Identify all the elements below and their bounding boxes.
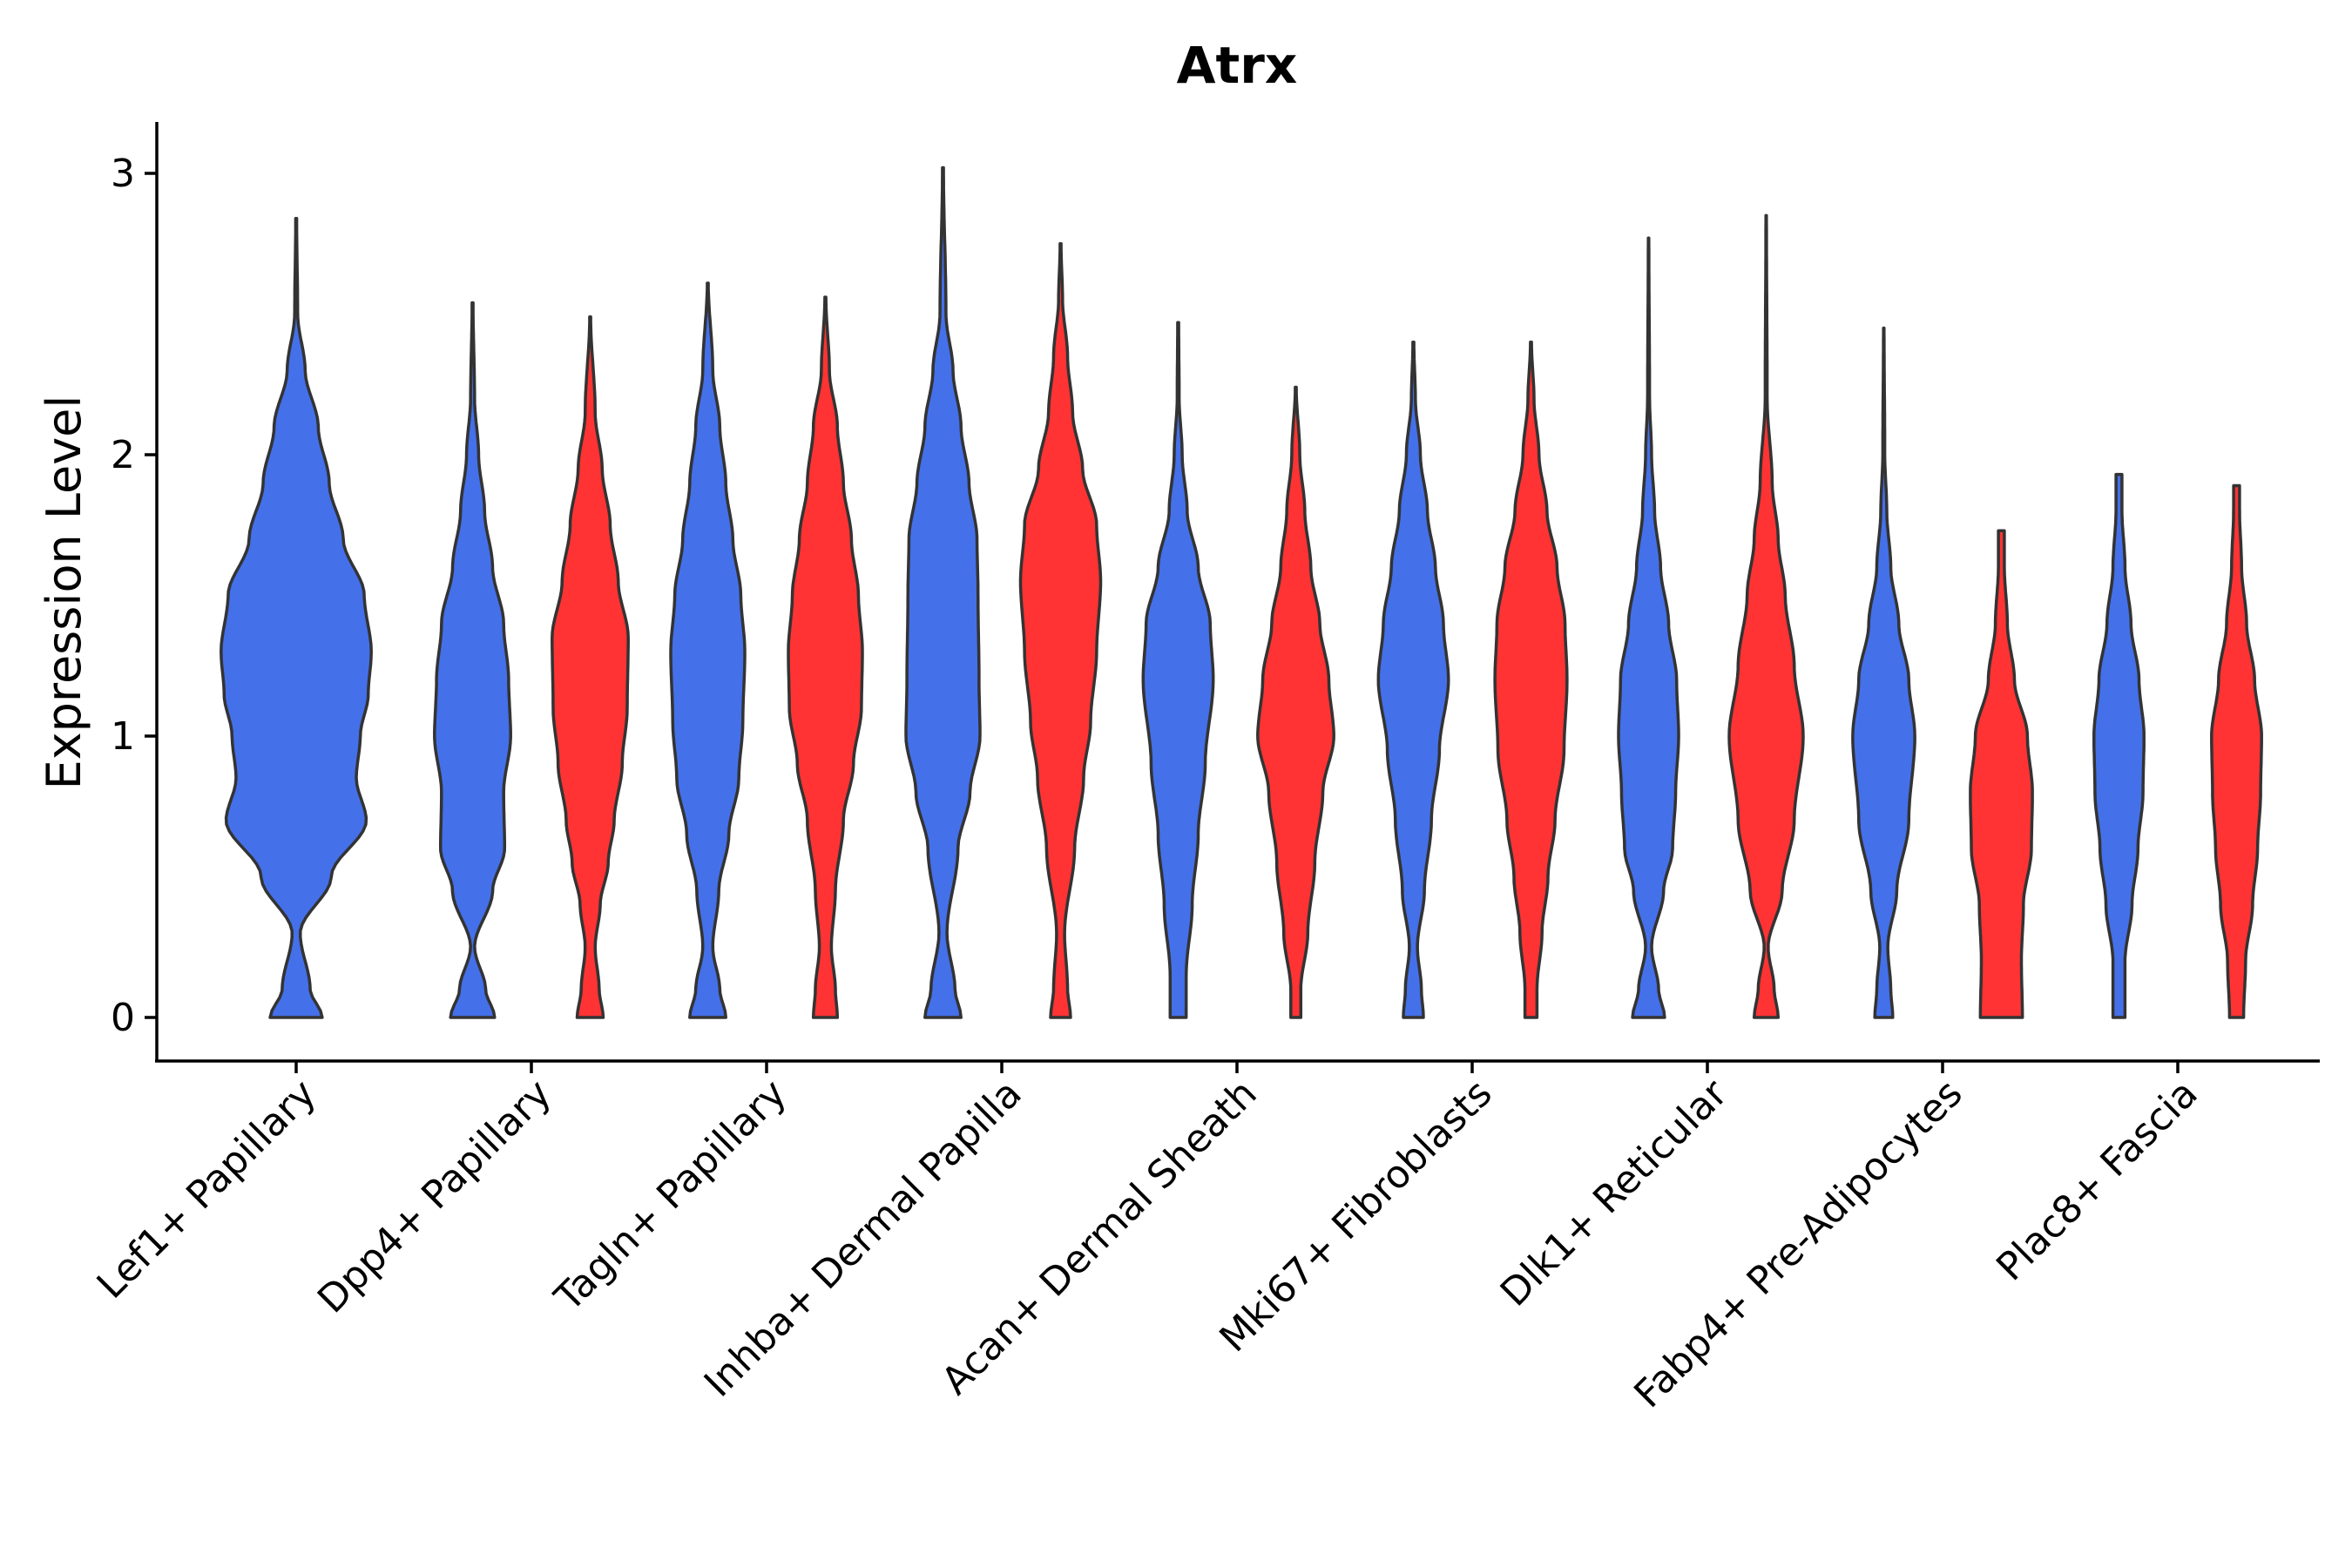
y-tick-label: 0: [111, 996, 135, 1040]
violin-plac8-fascia-group-1: [2092, 472, 2146, 1019]
violin-dpp4-papillary-group-2: [551, 314, 630, 1019]
violin-group: [220, 166, 2263, 1019]
violin-acan-dermal-sheath-group-2: [1256, 385, 1335, 1019]
violin-mki67-fibroblasts-group-2: [1493, 341, 1569, 1019]
y-axis-label: Expression Level: [37, 395, 91, 790]
violin-tagln-papillary-group-1: [669, 281, 747, 1019]
violin-lef1-papillary-group-1: [220, 216, 373, 1019]
x-tick-label-dpp4-papillary: Dpp4+ Papillary: [309, 1071, 560, 1322]
y-tick-label: 3: [111, 152, 135, 196]
y-tick-label: 1: [111, 714, 135, 759]
x-tick-label-tagln-papillary: Tagln+ Papillary: [546, 1071, 795, 1321]
x-tick-label-dlk1-reticular: Dlk1+ Reticular: [1492, 1071, 1737, 1315]
y-ticks: 0 1 2 3: [111, 152, 157, 1040]
violin-plac8-fascia-group-2: [2210, 483, 2263, 1019]
x-tick-label-lef1-papillary: Lef1+ Papillary: [89, 1071, 325, 1308]
violin-inhba-dermal-papilla-group-2: [1018, 242, 1103, 1019]
x-tick-label-plac8-fascia: Plac8+ Fascia: [1988, 1071, 2207, 1290]
violin-fabp4-pre-adipocytes-group-1: [1851, 326, 1916, 1019]
violin-dlk1-reticular-group-2: [1727, 213, 1805, 1019]
chart-title: Atrx: [1177, 36, 1298, 95]
y-tick-label: 2: [111, 433, 135, 477]
violin-mki67-fibroblasts-group-1: [1376, 341, 1450, 1019]
violin-dlk1-reticular-group-1: [1617, 236, 1680, 1019]
violin-tagln-papillary-group-2: [787, 295, 864, 1019]
violin-dpp4-papillary-group-1: [433, 301, 512, 1019]
violin-fabp4-pre-adipocytes-group-2: [1969, 529, 2034, 1019]
x-tick-label-mki67-fibroblasts: Mki67+ Fibroblasts: [1211, 1071, 1500, 1361]
violin-acan-dermal-sheath-group-1: [1141, 321, 1215, 1019]
violin-inhba-dermal-papilla-group-1: [904, 166, 982, 1019]
